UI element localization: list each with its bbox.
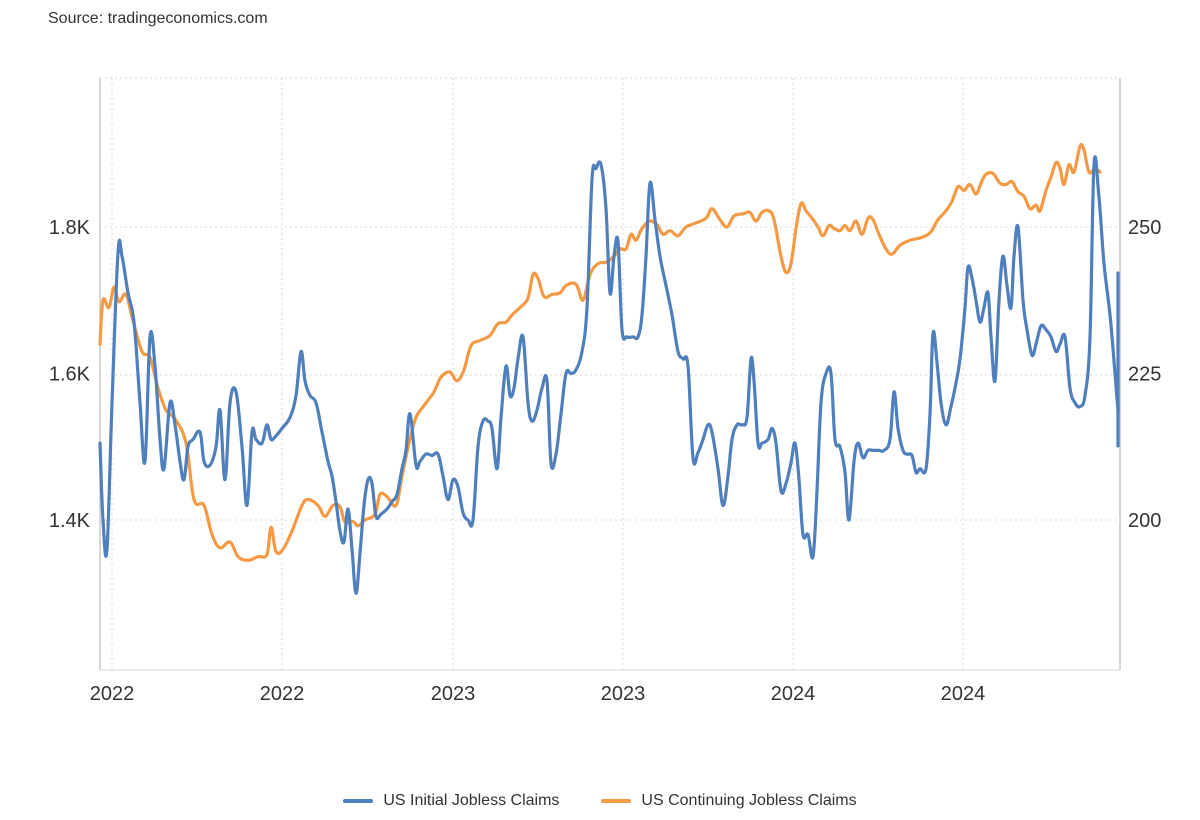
series-line-us-initial-jobless-claims <box>98 155 1120 595</box>
y-right-tick-label: 250 <box>1128 217 1161 239</box>
grid-lines <box>100 77 1120 671</box>
legend-item-continuing[interactable]: US Continuing Jobless Claims <box>601 792 857 810</box>
series-line-us-continuing-jobless-claims <box>98 143 1102 562</box>
x-tick-label: 2023 <box>431 683 476 705</box>
y-right-tick-label: 225 <box>1128 364 1161 386</box>
x-tick-label: 2022 <box>90 683 135 705</box>
legend-item-initial[interactable]: US Initial Jobless Claims <box>343 792 559 810</box>
source-note: Source: tradingeconomics.com <box>48 10 268 27</box>
y-left-tick-label: 1.8K <box>49 217 91 239</box>
legend: US Initial Jobless Claims US Continuing … <box>0 792 1200 810</box>
x-tick-label: 2024 <box>771 683 816 705</box>
legend-swatch-continuing <box>601 799 632 803</box>
y-left-tick-label: 1.4K <box>49 510 91 532</box>
y-right-tick-label: 200 <box>1128 510 1161 532</box>
legend-label-continuing: US Continuing Jobless Claims <box>641 792 857 809</box>
legend-label-initial: US Initial Jobless Claims <box>383 792 560 809</box>
axes <box>99 78 1121 670</box>
x-tick-label: 2024 <box>941 683 986 705</box>
series-lines <box>98 143 1120 595</box>
legend-swatch-initial <box>343 799 374 803</box>
x-tick-label: 2022 <box>260 683 305 705</box>
x-tick-label: 2023 <box>601 683 646 705</box>
y-left-tick-label: 1.6K <box>49 364 91 386</box>
tick-labels: 1.4K 1.6K 1.8K 200 225 250 2022 2022 2023 2023 202… <box>49 217 1162 705</box>
